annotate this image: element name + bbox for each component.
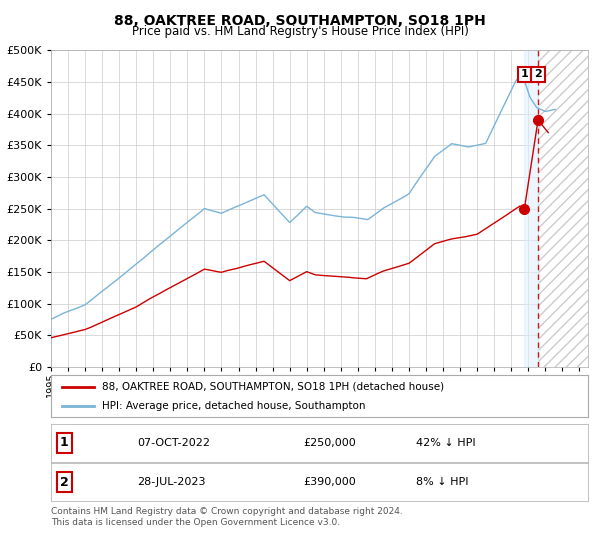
Text: HPI: Average price, detached house, Southampton: HPI: Average price, detached house, Sout… — [102, 401, 365, 411]
Text: 1: 1 — [60, 436, 69, 450]
Text: 42% ↓ HPI: 42% ↓ HPI — [416, 438, 476, 448]
Bar — [538, 50, 588, 367]
Text: 2: 2 — [60, 475, 69, 489]
Bar — [538, 50, 588, 367]
Bar — [524, 50, 538, 367]
Text: £250,000: £250,000 — [304, 438, 356, 448]
Text: This data is licensed under the Open Government Licence v3.0.: This data is licensed under the Open Gov… — [51, 518, 340, 527]
Text: 2: 2 — [534, 69, 542, 80]
Text: Contains HM Land Registry data © Crown copyright and database right 2024.: Contains HM Land Registry data © Crown c… — [51, 507, 403, 516]
Text: 28-JUL-2023: 28-JUL-2023 — [137, 477, 205, 487]
Text: 1: 1 — [521, 69, 528, 80]
Text: 8% ↓ HPI: 8% ↓ HPI — [416, 477, 469, 487]
Text: 88, OAKTREE ROAD, SOUTHAMPTON, SO18 1PH: 88, OAKTREE ROAD, SOUTHAMPTON, SO18 1PH — [114, 14, 486, 28]
Text: Price paid vs. HM Land Registry's House Price Index (HPI): Price paid vs. HM Land Registry's House … — [131, 25, 469, 38]
Text: 07-OCT-2022: 07-OCT-2022 — [137, 438, 210, 448]
Text: £390,000: £390,000 — [304, 477, 356, 487]
Text: 88, OAKTREE ROAD, SOUTHAMPTON, SO18 1PH (detached house): 88, OAKTREE ROAD, SOUTHAMPTON, SO18 1PH … — [102, 381, 444, 391]
